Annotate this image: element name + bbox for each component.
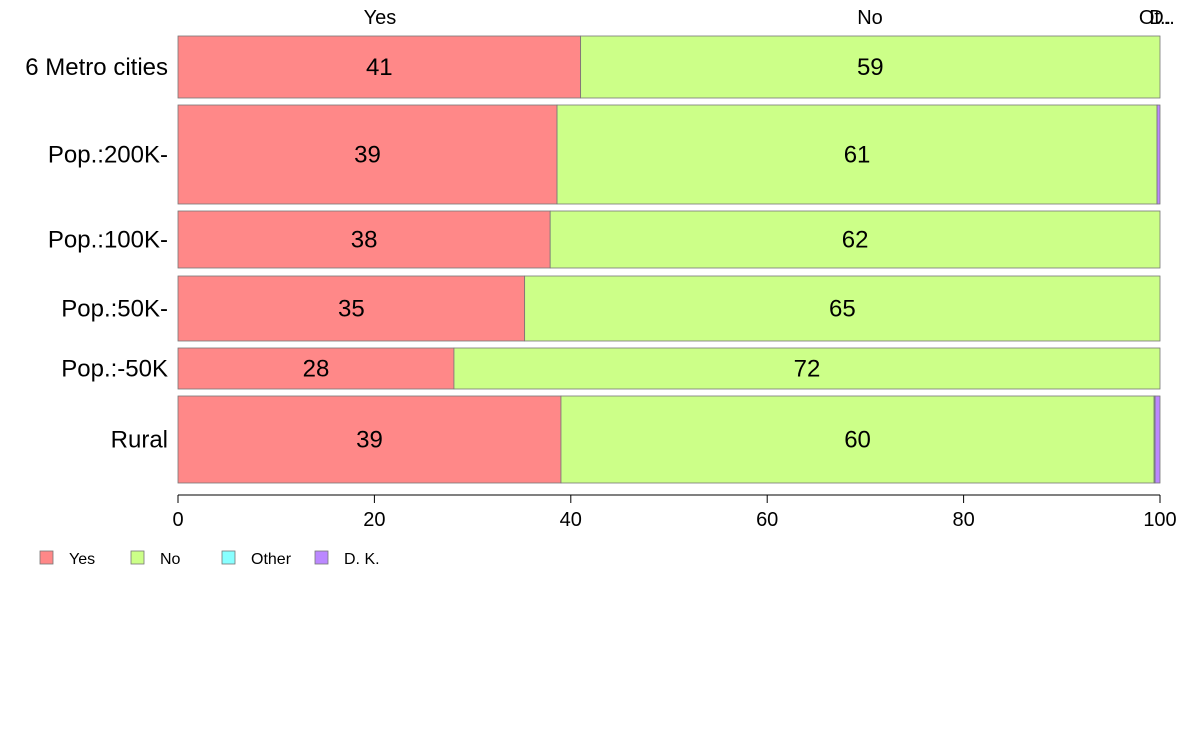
- category-label-0: 6 Metro cities: [25, 54, 168, 81]
- legend-swatch-0: [39, 550, 54, 565]
- category-label-4: Pop.:-50K: [61, 356, 168, 383]
- data-label-0-1: 59: [857, 54, 884, 81]
- x-tick-label-3: 60: [756, 509, 778, 531]
- category-label-2: Pop.:100K-: [48, 227, 168, 254]
- data-label-3-1: 65: [829, 296, 856, 323]
- data-label-2-1: 62: [842, 227, 869, 254]
- x-tick-label-0: 0: [172, 509, 183, 531]
- bar-4-0: [177, 347, 455, 390]
- data-label-4-1: 72: [794, 356, 821, 383]
- data-label-1-0: 39: [354, 142, 381, 169]
- bar-1-1: [556, 104, 1158, 205]
- top-label-3: D..: [1149, 7, 1175, 29]
- x-tick-label-4: 80: [952, 509, 974, 531]
- bar-3-1: [524, 275, 1161, 342]
- bar-4-1: [453, 347, 1161, 390]
- legend-label-3: D. K.: [344, 551, 380, 568]
- top-label-1: No: [857, 7, 883, 29]
- bar-5-3: [1154, 395, 1161, 484]
- data-label-0-0: 41: [366, 54, 393, 81]
- bar-2-1: [549, 210, 1161, 269]
- top-label-0: Yes: [364, 7, 397, 29]
- data-label-4-0: 28: [303, 356, 330, 383]
- legend-swatch-3: [314, 550, 329, 565]
- bar-3-0: [177, 275, 526, 342]
- legend-label-2: Other: [251, 551, 292, 568]
- bar-2-0: [177, 210, 551, 269]
- x-tick-label-2: 40: [560, 509, 582, 531]
- bar-1-3: [1156, 104, 1161, 205]
- top-label-2: Ot..: [1139, 7, 1171, 29]
- bar-5-0: [177, 395, 562, 484]
- category-label-3: Pop.:50K-: [61, 296, 168, 323]
- legend-swatch-2: [221, 550, 236, 565]
- legend-label-1: No: [160, 551, 181, 568]
- data-label-5-0: 39: [356, 427, 383, 454]
- bar-0-1: [580, 35, 1161, 99]
- category-label-1: Pop.:200K-: [48, 142, 168, 169]
- data-label-1-1: 61: [844, 142, 871, 169]
- x-tick-label-1: 20: [363, 509, 385, 531]
- bar-5-1: [560, 395, 1155, 484]
- legend-label-0: Yes: [69, 551, 95, 568]
- legend-swatch-1: [130, 550, 145, 565]
- category-label-5: Rural: [111, 427, 168, 454]
- x-tick-label-5: 100: [1143, 509, 1176, 531]
- data-label-5-1: 60: [844, 427, 871, 454]
- data-label-2-0: 38: [351, 227, 378, 254]
- data-label-3-0: 35: [338, 296, 365, 323]
